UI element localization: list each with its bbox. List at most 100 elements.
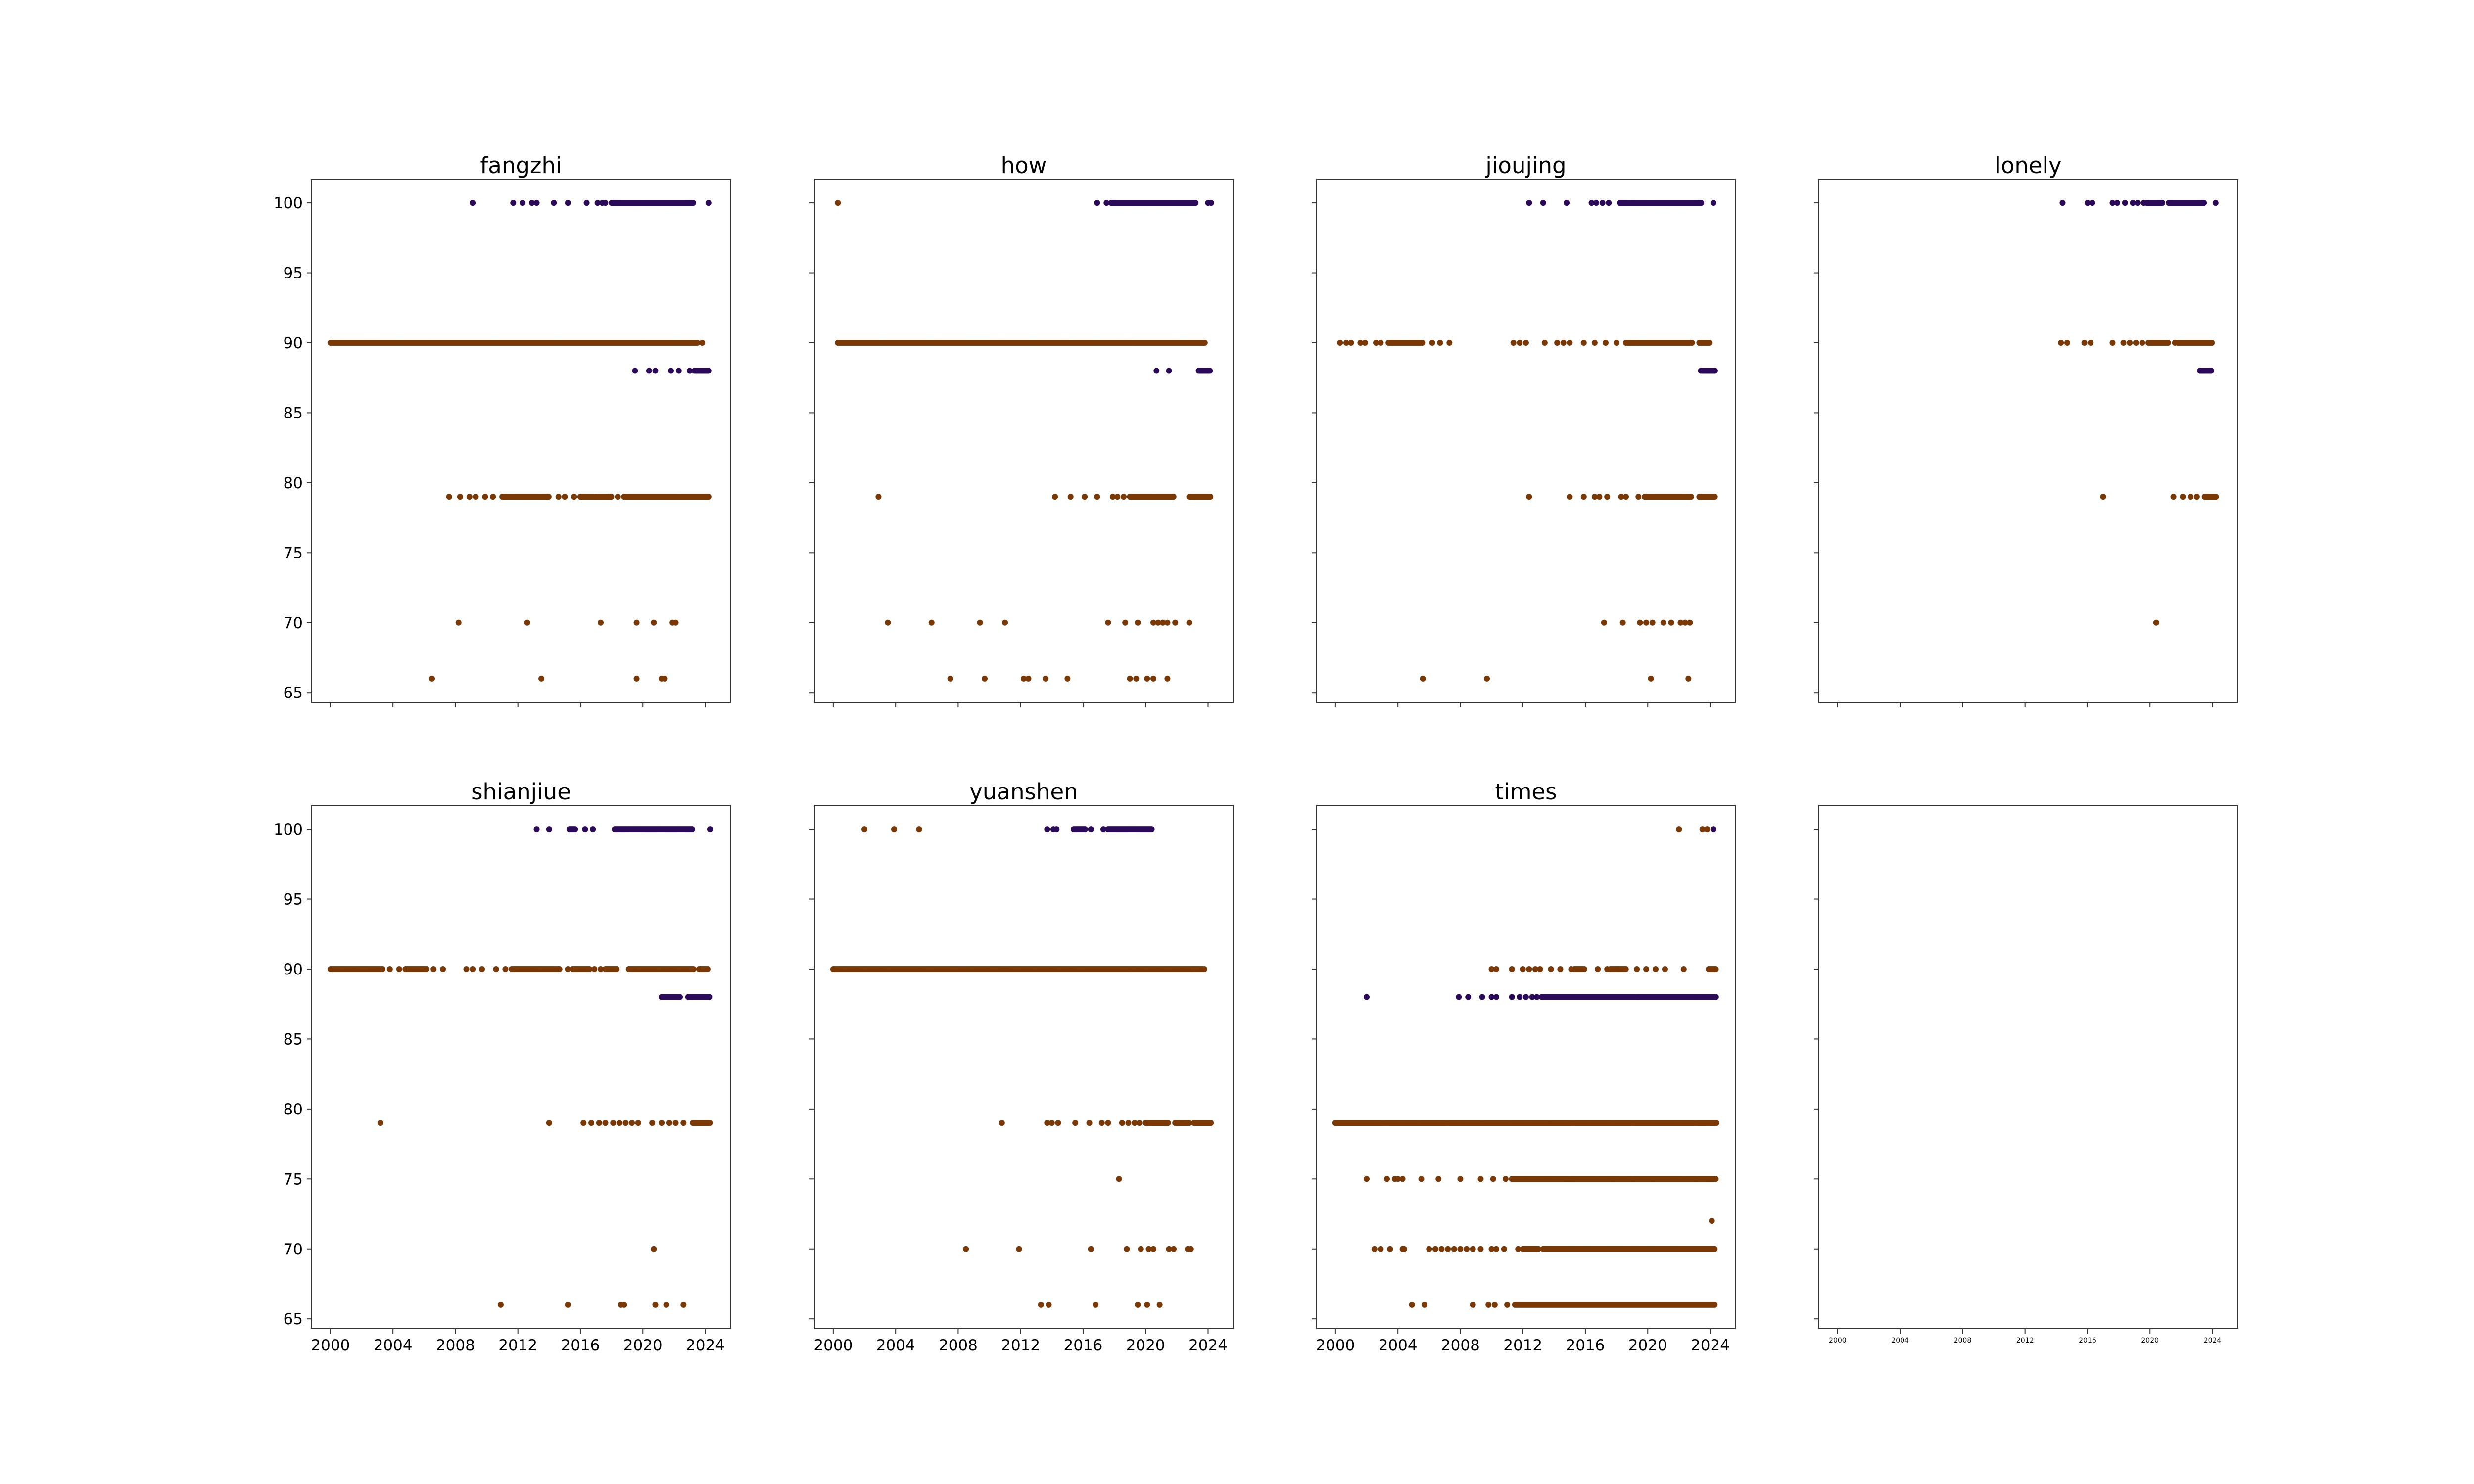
panel-how: how xyxy=(809,152,1234,707)
scatter-point xyxy=(1145,1246,1152,1252)
scatter-point xyxy=(1166,368,1172,374)
scatter-point xyxy=(1208,1120,1214,1126)
series-purple-88 xyxy=(1153,368,1213,374)
scatter-point xyxy=(479,966,485,972)
scatter-point xyxy=(1709,1218,1715,1224)
scatter-point xyxy=(1153,368,1160,374)
scatter-point xyxy=(565,1301,571,1308)
scatter-point xyxy=(1159,619,1166,626)
scatter-point xyxy=(633,619,640,626)
scatter-point xyxy=(1114,494,1121,500)
scatter-point xyxy=(1591,494,1598,500)
scatter-point xyxy=(1567,494,1573,500)
scatter-point xyxy=(1421,1301,1427,1308)
x-tick-label: 2012 xyxy=(1503,1337,1542,1354)
scatter-point xyxy=(652,1301,659,1308)
scatter-point xyxy=(706,994,713,1000)
scatter-point xyxy=(1601,619,1607,626)
scatter-point xyxy=(1635,494,1642,500)
scatter-point xyxy=(386,966,393,972)
scatter-point xyxy=(533,200,540,206)
scatter-point xyxy=(1438,1246,1445,1252)
scatter-point xyxy=(602,200,609,206)
series-orange-90 xyxy=(1337,339,1713,346)
scatter-point xyxy=(1043,675,1049,682)
panel-shianjiue: shianjiue 65 70 75 80 85 90 95 100 2000 2004 2008 20… xyxy=(274,779,731,1354)
scatter-point xyxy=(689,826,695,833)
scatter-point xyxy=(2059,200,2066,206)
scatter-point xyxy=(590,826,596,833)
panel-empty: 2000 2004 2008 2012 2016 2020 2024 xyxy=(1814,805,2238,1345)
plot-frame xyxy=(814,805,1234,1329)
y-tick-label: 65 xyxy=(284,1310,303,1328)
scatter-point xyxy=(556,966,563,972)
series-orange-66 xyxy=(1409,1301,1718,1308)
scatter-point xyxy=(999,1120,1005,1126)
scatter-point xyxy=(2100,494,2106,500)
scatter-point xyxy=(482,494,488,500)
scatter-point xyxy=(1682,619,1688,626)
scatter-point xyxy=(1526,494,1532,500)
scatter-point xyxy=(1606,200,1612,206)
scatter-point xyxy=(1364,994,1370,1000)
series-orange-66 xyxy=(1420,675,1692,682)
scatter-point xyxy=(1698,200,1705,206)
scatter-point xyxy=(1622,966,1629,972)
scatter-point xyxy=(1535,1246,1541,1252)
scatter-point xyxy=(1432,1246,1438,1252)
scatter-point xyxy=(1150,619,1157,626)
scatter-point xyxy=(2114,200,2120,206)
scatter-point xyxy=(1362,339,1368,346)
scatter-point xyxy=(1515,1246,1522,1252)
scatter-point xyxy=(1378,339,1384,346)
scatter-point xyxy=(538,675,545,682)
scatter-point xyxy=(1502,1176,1509,1182)
y-tick-label: 95 xyxy=(284,265,303,282)
x-tick-label: 2016 xyxy=(2079,1337,2096,1345)
scatter-point xyxy=(446,494,452,500)
scatter-point xyxy=(1170,494,1177,500)
plot-frame xyxy=(1818,179,2238,703)
scatter-point xyxy=(1399,1176,1406,1182)
scatter-point xyxy=(1088,1246,1094,1252)
scatter-point xyxy=(1133,675,1140,682)
scatter-point xyxy=(457,494,463,500)
scatter-point xyxy=(588,1120,595,1126)
scatter-point xyxy=(1401,1246,1407,1252)
scatter-point xyxy=(1148,826,1155,833)
scatter-point xyxy=(1526,200,1532,206)
scatter-point xyxy=(1446,339,1453,346)
scatter-point xyxy=(1171,1246,1177,1252)
x-tick-label: 2024 xyxy=(1189,1337,1228,1354)
scatter-point xyxy=(1094,200,1100,206)
scatter-point xyxy=(651,1246,657,1252)
x-tick-label: 2000 xyxy=(813,1337,853,1354)
series-orange-70 xyxy=(885,619,1192,626)
plot-frame xyxy=(1316,805,1736,1329)
scatter-point xyxy=(1710,200,1716,206)
panel-title: times xyxy=(1495,779,1557,805)
scatter-point xyxy=(891,826,897,833)
x-tick-label: 2012 xyxy=(498,1337,537,1354)
scatter-point xyxy=(571,494,577,500)
scatter-point xyxy=(2084,200,2091,206)
scatter-point xyxy=(1046,1301,1052,1308)
scatter-point xyxy=(1387,1246,1393,1252)
scatter-point xyxy=(1038,1301,1044,1308)
scatter-point xyxy=(2201,200,2207,206)
scatter-point xyxy=(1643,619,1650,626)
scatter-point xyxy=(1150,675,1157,682)
scatter-point xyxy=(1501,1246,1507,1252)
x-tick-label: 2012 xyxy=(2016,1337,2034,1345)
scatter-point xyxy=(1094,494,1100,500)
scatter-point xyxy=(1567,339,1573,346)
scatter-point xyxy=(1457,1176,1464,1182)
scatter-point xyxy=(1488,994,1495,1000)
scatter-point xyxy=(1445,1246,1451,1252)
x-tick-label: 2012 xyxy=(1001,1337,1040,1354)
x-tick-label: 2024 xyxy=(686,1337,725,1354)
scatter-point xyxy=(1643,966,1650,972)
scatter-point xyxy=(666,1120,672,1126)
scatter-point xyxy=(429,675,435,682)
